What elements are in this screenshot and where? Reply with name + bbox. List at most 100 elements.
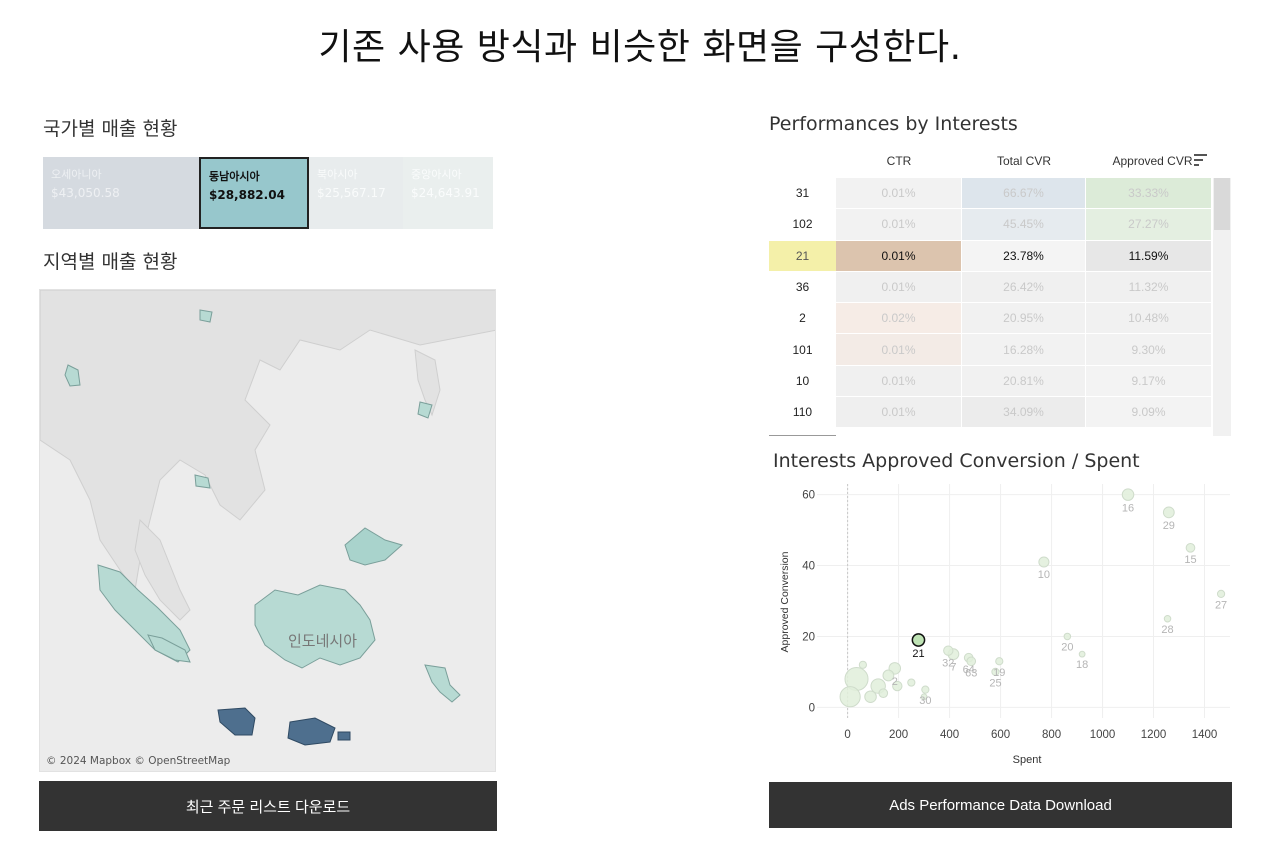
- point-label: 20: [1061, 642, 1073, 654]
- y-axis-label: Approved Conversion: [779, 551, 791, 652]
- country-sales-title: 국가별 매출 현황: [43, 118, 178, 140]
- cell-ctr: 0.01%: [836, 365, 962, 398]
- row-id: 2: [769, 303, 836, 335]
- scatter-point-unlabeled[interactable]: [878, 688, 889, 699]
- page-title: 기존 사용 방식과 비슷한 화면을 구성한다.: [318, 27, 962, 68]
- peninsula-landmass: [134, 518, 191, 621]
- row-id: 36: [769, 271, 836, 304]
- x-tick-label: 400: [940, 729, 959, 741]
- scatter-point-unlabeled[interactable]: [907, 678, 916, 687]
- scatter-point-19[interactable]: [995, 657, 1004, 666]
- point-label: 28: [1161, 624, 1173, 636]
- column-header-total-cvr[interactable]: Total CVR: [996, 154, 1052, 168]
- column-header-ctr[interactable]: CTR: [886, 154, 912, 168]
- point-label: 21: [912, 648, 924, 660]
- table-row[interactable]: 31 0.01% 66.67% 33.33%: [769, 178, 1213, 210]
- cell-total-cvr: 34.09%: [962, 397, 1086, 429]
- cell-ctr: 0.01%: [836, 271, 962, 304]
- scatter-point-16[interactable]: [1121, 488, 1135, 501]
- y-tick-label: 20: [802, 631, 815, 643]
- treemap-tile-southeast-asia[interactable]: 동남아시아 $28,882.04: [199, 157, 309, 229]
- table-row[interactable]: 101 0.01% 16.28% 9.30%: [769, 334, 1213, 366]
- tile-value: $28,882.04: [209, 188, 285, 202]
- scatter-point-18[interactable]: [1078, 650, 1086, 658]
- region-map[interactable]: 인도네시아 © 2024 Mapbox © OpenStreetMap: [39, 289, 496, 772]
- scatter-point-25[interactable]: [991, 667, 1000, 677]
- cell-approved-cvr: 9.17%: [1086, 365, 1211, 398]
- table-row[interactable]: 36 0.01% 26.42% 11.32%: [769, 271, 1213, 304]
- cell-approved-cvr: 33.33%: [1086, 178, 1211, 210]
- sulawesi-region: [424, 664, 461, 703]
- tile-name: 오세아니아: [51, 168, 102, 181]
- cell-ctr: 0.01%: [836, 240, 962, 272]
- cell-total-cvr: 20.95%: [962, 303, 1086, 335]
- table-divider: [769, 435, 836, 436]
- table-row[interactable]: 10 0.01% 20.81% 9.17%: [769, 365, 1213, 398]
- scatter-point-20[interactable]: [1063, 632, 1072, 641]
- table-scrollbar[interactable]: [1213, 178, 1231, 436]
- sort-icon[interactable]: [1194, 154, 1208, 168]
- scatter-point-unlabeled[interactable]: [892, 680, 903, 692]
- ads-performance-download-button[interactable]: Ads Performance Data Download: [769, 782, 1232, 828]
- treemap-tile-oceania[interactable]: 오세아니아 $43,050.58: [43, 157, 199, 229]
- scatter-point-10[interactable]: [1038, 556, 1050, 568]
- tile-value: $25,567.17: [317, 186, 386, 200]
- cell-ctr: 0.01%: [836, 178, 962, 210]
- column-header-approved-cvr[interactable]: Approved CVR: [1112, 154, 1193, 168]
- table-row[interactable]: 2 0.02% 20.95% 10.48%: [769, 303, 1213, 335]
- scatter-point-29[interactable]: [1162, 506, 1175, 519]
- x-tick-label: 1200: [1141, 729, 1167, 741]
- scrollbar-thumb[interactable]: [1214, 178, 1230, 230]
- philippines-landmass: [414, 349, 441, 417]
- cell-ctr: 0.02%: [836, 303, 962, 335]
- row-id: 110: [769, 397, 836, 429]
- point-label: 18: [1076, 659, 1088, 671]
- point-label: 25: [989, 678, 1001, 690]
- x-tick-label: 1000: [1090, 729, 1116, 741]
- cell-total-cvr: 26.42%: [962, 271, 1086, 304]
- scatter-point-unlabeled[interactable]: [839, 686, 861, 708]
- point-label: 29: [1163, 520, 1175, 532]
- scatter-point-30[interactable]: [921, 685, 930, 694]
- table-row[interactable]: 110 0.01% 34.09% 9.09%: [769, 397, 1213, 429]
- scatter-point-32[interactable]: [943, 645, 954, 656]
- tile-value: $43,050.58: [51, 186, 120, 200]
- treemap-tile-north-asia[interactable]: 북아시아 $25,567.17: [309, 157, 403, 229]
- island-region: [194, 474, 211, 489]
- point-label: 2: [892, 676, 898, 688]
- point-label: 32: [942, 657, 954, 669]
- point-label: 7: [950, 662, 956, 674]
- cell-approved-cvr: 9.30%: [1086, 334, 1211, 366]
- scatter-point-28[interactable]: [1163, 614, 1172, 623]
- performance-table-title: Performances by Interests: [769, 113, 1018, 135]
- x-tick-label: 200: [889, 729, 908, 741]
- point-label: 64: [963, 664, 975, 676]
- cell-total-cvr: 23.78%: [962, 240, 1086, 272]
- table-body: 31 0.01% 66.67% 33.33% 102 0.01% 45.45% …: [769, 178, 1213, 429]
- scatter-point-unlabeled[interactable]: [858, 660, 867, 669]
- scatter-point-unlabeled[interactable]: [882, 669, 895, 682]
- treemap-tile-central-asia[interactable]: 중앙아시아 $24,643.91: [403, 157, 493, 229]
- scatter-point-unlabeled[interactable]: [864, 690, 877, 703]
- download-order-list-button[interactable]: 최근 주문 리스트 다운로드: [39, 781, 497, 831]
- scatter-point-27[interactable]: [1216, 589, 1226, 599]
- scatter-point-21[interactable]: [911, 633, 926, 647]
- cell-approved-cvr: 11.59%: [1086, 240, 1211, 272]
- point-label: 63: [965, 668, 977, 680]
- map-credit: © 2024 Mapbox © OpenStreetMap: [46, 755, 231, 767]
- scatter-point-63[interactable]: [966, 656, 977, 667]
- row-id: 102: [769, 209, 836, 241]
- table-row[interactable]: 102 0.01% 45.45% 27.27%: [769, 209, 1213, 241]
- mainland-landmass: [40, 290, 495, 592]
- tile-name: 동남아시아: [209, 170, 260, 183]
- scatter-chart-svg: 0 200 400 600 800 1000 1200 1400 0 20 40 60 21 16 2 29…: [779, 484, 1230, 766]
- y-tick-label: 60: [802, 490, 815, 502]
- cell-total-cvr: 66.67%: [962, 178, 1086, 210]
- point-label: 15: [1184, 554, 1196, 566]
- table-row-selected[interactable]: 21 0.01% 23.78% 11.59%: [769, 240, 1213, 272]
- scatter-point-15[interactable]: [1185, 542, 1196, 553]
- cell-approved-cvr: 10.48%: [1086, 303, 1211, 335]
- x-tick-label: 600: [991, 729, 1010, 741]
- scatter-point-unlabeled[interactable]: [920, 693, 928, 701]
- island-region: [199, 309, 213, 323]
